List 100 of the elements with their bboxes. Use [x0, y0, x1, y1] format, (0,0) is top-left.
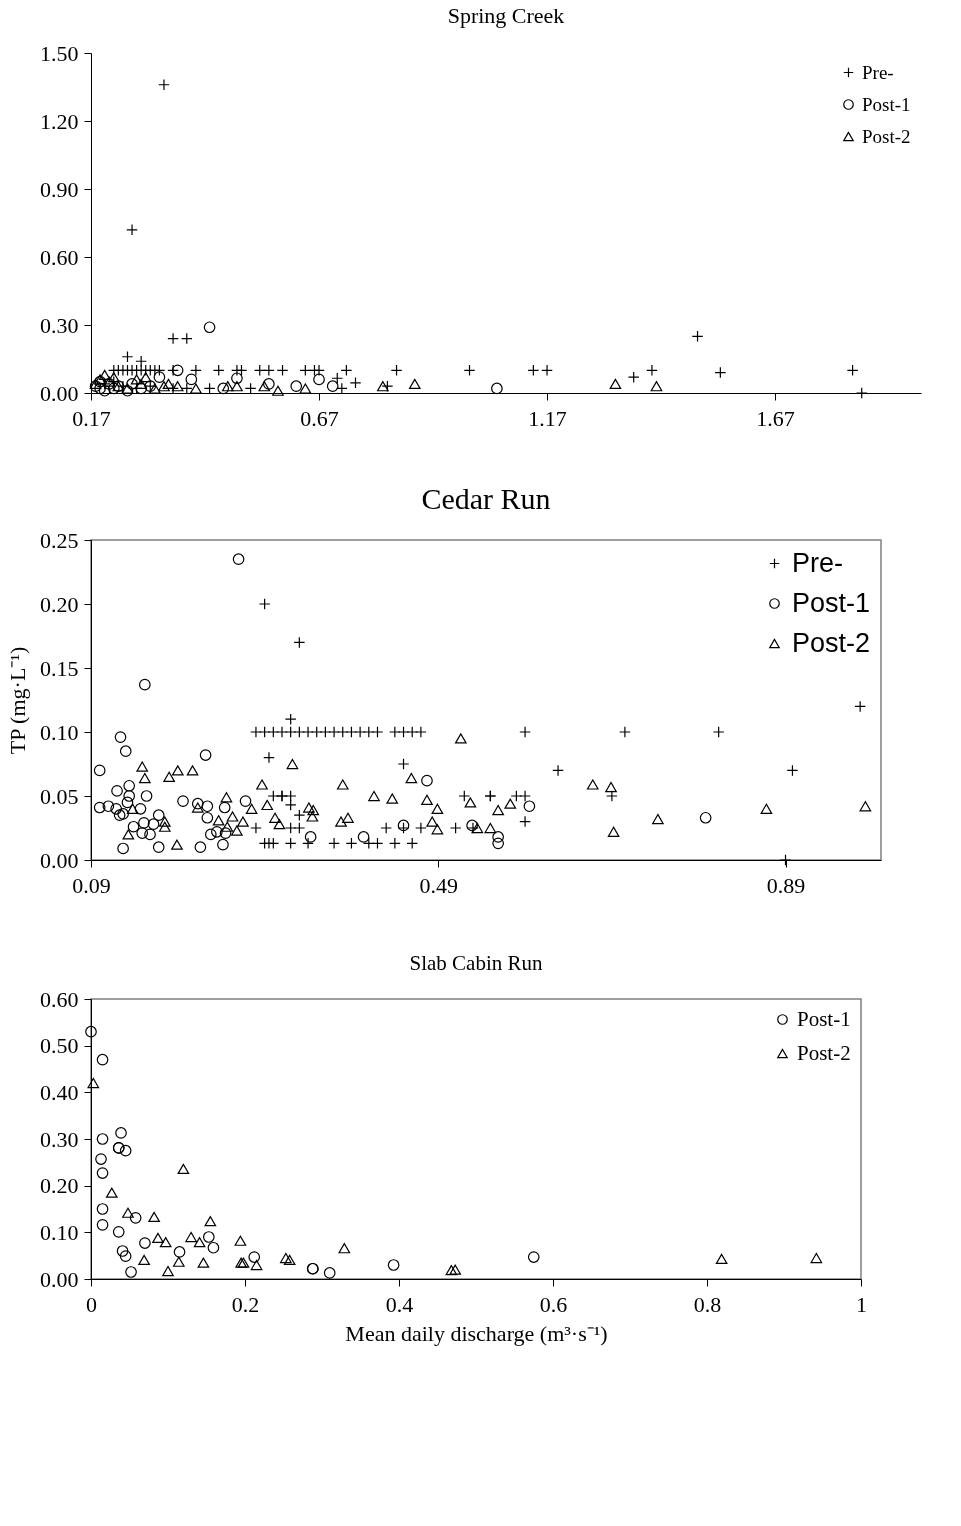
x-tick-label: 1.17 [528, 405, 567, 431]
y-tick-label: 0.20 [40, 591, 79, 617]
point [110, 802, 123, 815]
point [454, 733, 467, 744]
point [586, 779, 599, 790]
point [85, 1025, 97, 1038]
legend-label: Pre- [862, 61, 894, 83]
point [463, 364, 476, 377]
point [299, 383, 312, 394]
y-tick-label: 0.60 [40, 986, 79, 1012]
point [699, 811, 712, 824]
point [171, 839, 183, 850]
point [431, 803, 444, 814]
point [313, 373, 325, 386]
point [171, 765, 184, 776]
point [207, 1241, 220, 1254]
point [152, 841, 165, 854]
x-tick-label: 1 [856, 1291, 867, 1317]
point [190, 383, 202, 394]
point [126, 803, 139, 814]
point [153, 371, 166, 383]
point [162, 1265, 174, 1277]
point [290, 380, 303, 393]
point [123, 790, 136, 802]
point [306, 811, 319, 822]
point [158, 816, 171, 827]
point [408, 378, 421, 390]
point [204, 828, 217, 841]
point [307, 804, 320, 816]
point [386, 793, 399, 804]
point [652, 813, 664, 825]
point [149, 383, 161, 394]
point [491, 382, 503, 395]
y-tick-label: 0.60 [40, 244, 79, 270]
point [342, 812, 354, 823]
point [421, 794, 433, 805]
chart-title: Slab Cabin Run [409, 951, 543, 975]
point [171, 364, 184, 377]
point [111, 785, 123, 797]
point [203, 321, 216, 334]
point [211, 826, 223, 838]
y-tick-label: 0.30 [40, 312, 79, 338]
point [136, 761, 149, 772]
point [138, 817, 150, 829]
point [250, 1259, 263, 1271]
x-tick-label: 0.8 [693, 1291, 722, 1317]
point [193, 1236, 206, 1248]
point [248, 1251, 261, 1263]
point [191, 802, 204, 813]
point [158, 78, 170, 91]
point [245, 803, 258, 814]
point [115, 1127, 127, 1139]
legend-label: Post-1 [862, 93, 911, 115]
legend-label: Post-2 [862, 125, 911, 147]
point [204, 1215, 217, 1227]
point [172, 1256, 185, 1267]
point [98, 369, 111, 381]
point [471, 822, 484, 834]
point [202, 1231, 215, 1243]
legend-label: Post-1 [797, 1006, 851, 1031]
point [162, 378, 175, 390]
point [609, 378, 622, 390]
point [405, 772, 418, 784]
point [126, 378, 138, 390]
x-tick-label: 0 [86, 1291, 97, 1317]
point [130, 374, 143, 385]
point [263, 378, 275, 390]
point [147, 818, 160, 830]
point [492, 804, 504, 816]
point [691, 330, 704, 343]
point [129, 1212, 142, 1224]
point [397, 819, 410, 832]
point [185, 373, 198, 386]
point [135, 355, 148, 368]
point [201, 800, 214, 813]
point [173, 1246, 186, 1258]
point [217, 382, 230, 395]
point [159, 1236, 172, 1248]
point [338, 1243, 351, 1254]
y-tick-label: 0.20 [40, 1173, 79, 1199]
x-tick-label: 0.89 [766, 872, 806, 898]
legend-label: Post-1 [792, 587, 871, 618]
point [125, 1266, 137, 1278]
point [336, 779, 349, 790]
x-tick-label: 1.67 [756, 405, 795, 431]
point [126, 223, 138, 236]
point [199, 749, 212, 761]
point [231, 825, 243, 836]
x-axis-title: Mean daily discharge (m³·s⁻¹) [345, 1320, 608, 1346]
chart-title: Spring Creek [447, 3, 565, 28]
point [484, 822, 497, 834]
point [114, 731, 127, 743]
y-tick-label: 1.50 [40, 40, 79, 66]
point [185, 1231, 197, 1243]
point [163, 771, 175, 782]
point [221, 821, 234, 832]
y-tick-label: 1.20 [40, 108, 79, 134]
y-tick-label: 0.40 [40, 1079, 79, 1105]
y-tick-label: 0.50 [40, 1033, 79, 1059]
point [96, 1053, 109, 1066]
